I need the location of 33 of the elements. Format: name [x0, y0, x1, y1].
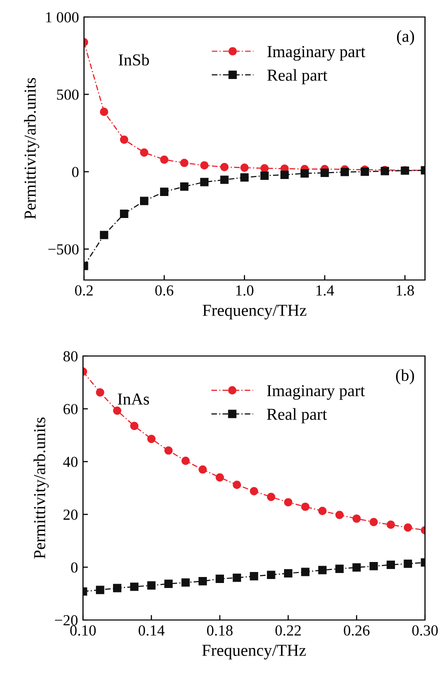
x-tick-label: 0.26 [344, 625, 370, 636]
annotation: (a) [397, 30, 414, 46]
legend-label: Real part [266, 408, 327, 424]
x-axis-title: Frequency/THz [202, 304, 306, 320]
x-tick-label: 0.30 [412, 625, 438, 636]
y-tick-label: 1 000 [46, 12, 79, 22]
legend-label: Real part [267, 69, 328, 84]
y-axis-title: Permittivity/arb.units [24, 78, 40, 220]
y-tick-label: −20 [55, 615, 78, 626]
y-tick-label: 20 [64, 510, 78, 520]
x-tick-label: 0.18 [207, 625, 233, 636]
y-tick-label: 0 [71, 562, 78, 573]
annotation: InAs [118, 394, 149, 405]
y-tick-label: 80 [63, 351, 78, 362]
y-axis-title: Permittivity/arb.units [34, 418, 49, 559]
y-tick-label: 40 [63, 456, 78, 468]
x-tick-label: 1.4 [316, 285, 334, 296]
x-tick-label: 0.14 [138, 625, 165, 636]
y-tick-label: −500 [48, 244, 79, 255]
x-tick-label: 0.10 [70, 625, 96, 636]
annotation: (b) [396, 369, 414, 384]
x-tick-label: 0.2 [75, 285, 93, 296]
x-tick-label: 0.6 [155, 285, 174, 296]
legend-label: Imaginary part [267, 385, 365, 400]
x-axis-title: Frequency/THz [202, 644, 306, 660]
annotation: InSb [118, 54, 149, 66]
y-tick-label: 500 [57, 89, 79, 100]
y-tick-label: 0 [72, 166, 79, 178]
y-tick-label: 60 [64, 404, 78, 414]
x-tick-label: 0.22 [275, 625, 301, 636]
x-tick-label: 1.8 [396, 285, 414, 296]
legend-label: Imaginary part [267, 46, 366, 61]
x-tick-label: 1.0 [236, 285, 254, 296]
